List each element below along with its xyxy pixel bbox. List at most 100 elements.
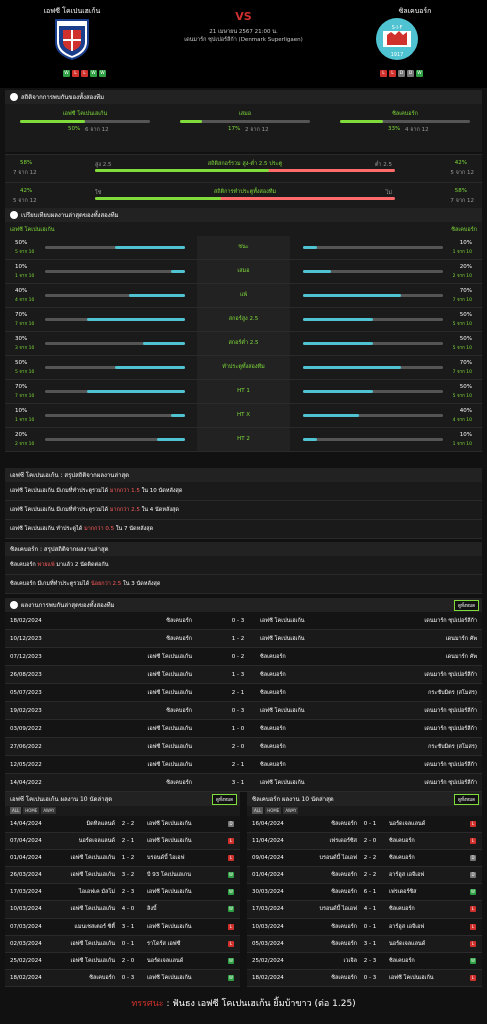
table-row[interactable]: 05/07/2023 เอฟซี โคเปนเฮเก้น 2 - 1 ซิลเคบอร… <box>5 684 482 702</box>
away-team: นอร์ดเจลแลนด์ <box>389 821 426 827</box>
home-team: ซิลเคบอร์ก <box>331 872 357 879</box>
table-row[interactable]: 03/09/2022 เอฟซี โคเปนเฮเก้น 1 - 0 ซิลเคบอร… <box>5 720 482 738</box>
summary-line: เอฟซี โคเปนเฮเก้น มีเกมที่ทำประตูรวมได้ … <box>5 482 482 501</box>
match-date: 07/03/2024 <box>10 923 42 930</box>
form-badge: L <box>81 70 88 77</box>
table-row[interactable]: 11/04/2024 เฟรเดอร์ซิส 2 - 0 ซิลเคบอร์ก L <box>247 833 482 851</box>
compare-label-cell: ชนะ <box>197 236 290 259</box>
score: 0 - 1 <box>121 940 135 947</box>
table-row[interactable]: 27/06/2022 เอฟซี โคเปนเฮเก้น 2 - 0 ซิลเคบอร… <box>5 738 482 756</box>
tab-home[interactable]: HOME <box>23 807 40 814</box>
tab-home[interactable]: HOME <box>265 807 282 814</box>
home-team: บรอนด์บี้ ไอเอฟ <box>319 906 357 913</box>
table-row[interactable]: 26/08/2023 เอฟซี โคเปนเฮเก้น 1 - 3 ซิลเคบอร… <box>5 666 482 684</box>
home-bar <box>45 318 185 321</box>
result-badge: L <box>470 821 476 827</box>
table-row[interactable]: 25/02/2024 เวเจิล 2 - 3 ซิลเคบอร์ก W <box>247 952 482 970</box>
home-count: 1 จาก 10 <box>15 274 35 279</box>
away-team-logo[interactable]: S·I·F 1917 <box>375 17 419 61</box>
table-row[interactable]: 17/03/2024 บรอนด์บี้ ไอเอฟ 4 - 1 ซิลเคบอร์ก… <box>247 901 482 919</box>
table-row[interactable]: 10/03/2024 เอฟซี โคเปนเฮเก้น 4 - 0 ลิงบี้ W <box>5 901 240 919</box>
table-row[interactable]: 05/03/2024 ซิลเคบอร์ก 3 - 1 นอร์ดเจลแลนด์ L <box>247 935 482 953</box>
tab-away[interactable]: AWAY <box>283 807 299 814</box>
form-badge: W <box>63 70 70 77</box>
summary-tail: ใน 10 นัดหลังสุด <box>139 488 183 494</box>
away-team: เอฟซี โคเปนเฮเก้น <box>260 636 305 642</box>
table-row[interactable]: 07/03/2024 แมนเชสเตอร์ ซิตี้ 3 - 1 เอฟซี โค… <box>5 918 240 936</box>
tip-text: ฟันธง เอฟซี โคเปนเฮเก้น ยิ้มบ้าขาว (ต่อ … <box>172 999 356 1009</box>
compare-row: 10% 1 จาก 10 เสมอ 20% 2 จาก 10 <box>5 260 482 284</box>
compare-row: 30% 3 จาก 10 สกอร์ต่ำ 2.5 50% 5 จาก 10 <box>5 332 482 356</box>
table-row[interactable]: 17/03/2024 ไอเอฟเค มัลโม่ 2 - 3 เอฟซี โคเปน… <box>5 884 240 902</box>
table-row[interactable]: 25/02/2024 เอฟซี โคเปนเฮเก้น 2 - 0 นอร์ดเจล… <box>5 952 240 970</box>
score: 2 - 0 <box>363 838 377 845</box>
result-badge: L <box>470 906 476 913</box>
match-header: เอฟซี โคเปนเฮเก้น ซิลเคบอร์ก S·I·F 1917 … <box>0 0 487 88</box>
home-team-name[interactable]: เอฟซี โคเปนเฮเก้น <box>43 7 101 15</box>
match-date: 21 เมษายน 2567 21:00 น. <box>209 29 278 35</box>
table-row[interactable]: 07/04/2024 นอร์ดเจลแลนด์ 2 - 1 เอฟซี โคเปนเ… <box>5 833 240 851</box>
compare-label-cell: HT X <box>197 404 290 427</box>
table-row[interactable]: 14/04/2024 มิดทิลแลนด์ 2 - 2 เอฟซี โคเปนเฮเ… <box>5 816 240 834</box>
home-bar <box>45 246 185 249</box>
home-pct: 50% <box>15 240 28 246</box>
away-team-name[interactable]: ซิลเคบอร์ก <box>398 7 432 15</box>
table-row[interactable]: 09/04/2024 บรอนด์บี้ ไอเอฟ 2 - 2 ซิลเคบอร์ก… <box>247 850 482 868</box>
home-bar-fill <box>115 246 185 249</box>
table-row[interactable]: 14/04/2022 ซิลเคบอร์ก 3 - 1 เอฟซี โคเปนเฮเก… <box>5 774 482 792</box>
score: 2 - 2 <box>363 855 377 862</box>
home-count: 7 จาก 10 <box>15 394 35 399</box>
table-row[interactable]: 07/12/2023 เอฟซี โคเปนเฮเก้น 0 - 2 ซิลเคบอร… <box>5 648 482 666</box>
home-team: ซิลเคบอร์ก <box>89 974 115 981</box>
away-team: เอฟซี โคเปนเฮเก้น <box>389 974 434 981</box>
home-bar-fill <box>115 366 185 369</box>
svg-text:1917: 1917 <box>391 52 404 58</box>
view-all-button[interactable]: ดูทั้งหมด <box>454 600 479 611</box>
table-row[interactable]: 01/04/2024 ซิลเคบอร์ก 2 - 2 อาร์ฮูส เอจีเอฟ… <box>247 867 482 885</box>
compare-label: ชนะ <box>238 244 249 250</box>
match-date: 25/02/2024 <box>10 957 42 964</box>
away-count: 5 จาก 10 <box>452 346 472 351</box>
compare-row: 10% 1 จาก 10 HT X 40% 4 จาก 10 <box>5 404 482 428</box>
form-badge: L <box>380 70 387 77</box>
home-view-all-button[interactable]: ดูทั้งหมด <box>212 794 237 805</box>
home-team: ซิลเคบอร์ก <box>331 974 357 981</box>
table-row[interactable]: 12/05/2022 เอฟซี โคเปนเฮเก้น 2 - 1 ซิลเคบอร… <box>5 756 482 774</box>
tab-all[interactable]: ALL <box>252 807 264 814</box>
match-date: 11/04/2024 <box>252 838 284 845</box>
tab-away[interactable]: AWAY <box>41 807 57 814</box>
away-team: ลิงบี้ <box>147 906 157 913</box>
table-row[interactable]: 19/02/2023 ซิลเคบอร์ก 0 - 3 เอฟซี โคเปนเฮเก… <box>5 702 482 720</box>
home-team: แมนเชสเตอร์ ซิตี้ <box>74 923 115 930</box>
home-team-logo[interactable] <box>53 18 91 60</box>
left-count: 5 จาก 12 <box>13 198 37 204</box>
score: 4 - 1 <box>363 906 377 913</box>
home-team: เอฟซี โคเปนเฮเก้น <box>147 762 192 768</box>
away-pct: 50% <box>459 336 472 342</box>
table-row[interactable]: 26/03/2024 เอฟซี โคเปนเฮเก้น 3 - 2 บี 93 โค… <box>5 867 240 885</box>
tab-all[interactable]: ALL <box>10 807 22 814</box>
table-row[interactable]: 10/03/2024 ซิลเคบอร์ก 0 - 1 อาร์ฮูส เอจีเอฟ… <box>247 918 482 936</box>
home-pct: 50% <box>15 360 28 366</box>
score: 3 - 1 <box>363 940 377 947</box>
table-row[interactable]: 01/04/2024 เอฟซี โคเปนเฮเก้น 1 - 2 บรอนด์บี… <box>5 850 240 868</box>
table-row[interactable]: 16/04/2024 ซิลเคบอร์ก 0 - 1 นอร์ดเจลแลนด์ L <box>247 816 482 834</box>
away-view-all-button[interactable]: ดูทั้งหมด <box>454 794 479 805</box>
match-date: 30/03/2024 <box>252 889 284 896</box>
compare-row: 70% 7 จาก 10 สกอร์สูง 2.5 50% 5 จาก 10 <box>5 308 482 332</box>
table-row[interactable]: 18/02/2024 ซิลเคบอร์ก 0 - 3 เอฟซี โคเปนเฮเก… <box>5 612 482 630</box>
away-bar <box>303 294 443 297</box>
compare-label-cell: แพ้ <box>197 284 290 307</box>
competition: เดนมาร์ก ซุปเปอร์ลีก้า <box>424 618 477 624</box>
table-row[interactable]: 30/03/2024 ซิลเคบอร์ก 6 - 1 เฟรเดอร์ซิส W <box>247 884 482 902</box>
table-row[interactable]: 18/02/2024 ซิลเคบอร์ก 0 - 3 เอฟซี โคเปนเฮเก… <box>5 969 240 987</box>
score: 1 - 3 <box>231 672 245 678</box>
score: 6 - 1 <box>363 889 377 896</box>
table-row[interactable]: 18/02/2024 ซิลเคบอร์ก 0 - 3 เอฟซี โคเปนเฮเก… <box>247 969 482 987</box>
summary-highlight: มากกว่า 0.5 <box>84 526 115 532</box>
table-row[interactable]: 10/12/2023 ซิลเคบอร์ก 1 - 2 เอฟซี โคเปนเฮเก… <box>5 630 482 648</box>
h2h-bar-fill <box>20 120 85 123</box>
table-row[interactable]: 02/03/2024 เอฟซี โคเปนเฮเก้น 0 - 1 ราโดร์ส … <box>5 935 240 953</box>
competition: เดนมาร์ก คัพ <box>445 636 477 642</box>
home-team: ซิลเคบอร์ก <box>331 821 357 827</box>
